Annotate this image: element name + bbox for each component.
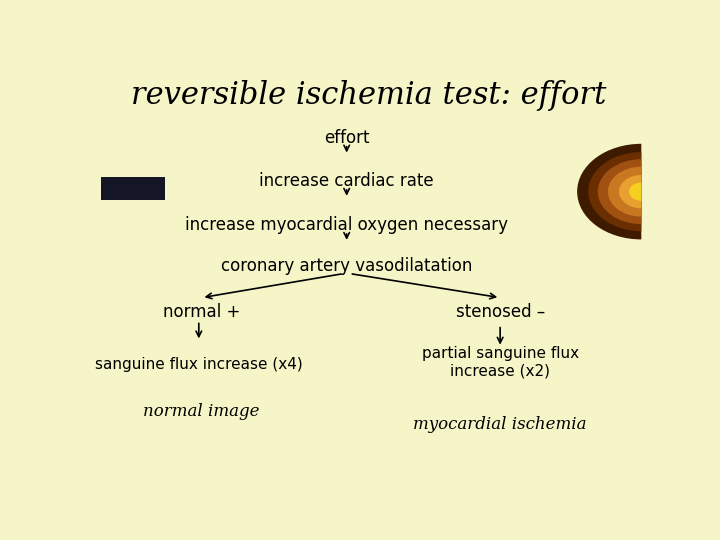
Text: increase cardiac rate: increase cardiac rate: [259, 172, 434, 190]
Text: stenosed –: stenosed –: [456, 303, 545, 321]
Wedge shape: [619, 175, 642, 208]
Text: partial sanguine flux
increase (x2): partial sanguine flux increase (x2): [422, 346, 579, 379]
Text: coronary artery vasodilatation: coronary artery vasodilatation: [221, 258, 472, 275]
Wedge shape: [588, 152, 642, 231]
Text: myocardial ischemia: myocardial ischemia: [413, 416, 587, 433]
Wedge shape: [577, 144, 642, 239]
Wedge shape: [608, 167, 642, 217]
Text: effort: effort: [324, 129, 369, 146]
Text: reversible ischemia test: effort: reversible ischemia test: effort: [131, 80, 607, 111]
Text: increase myocardial oxygen necessary: increase myocardial oxygen necessary: [185, 216, 508, 234]
Wedge shape: [598, 159, 642, 224]
Wedge shape: [629, 183, 642, 201]
FancyBboxPatch shape: [101, 177, 166, 200]
Text: sanguine flux increase (x4): sanguine flux increase (x4): [95, 357, 302, 372]
Text: normal +: normal +: [163, 303, 240, 321]
Text: normal image: normal image: [143, 403, 260, 421]
